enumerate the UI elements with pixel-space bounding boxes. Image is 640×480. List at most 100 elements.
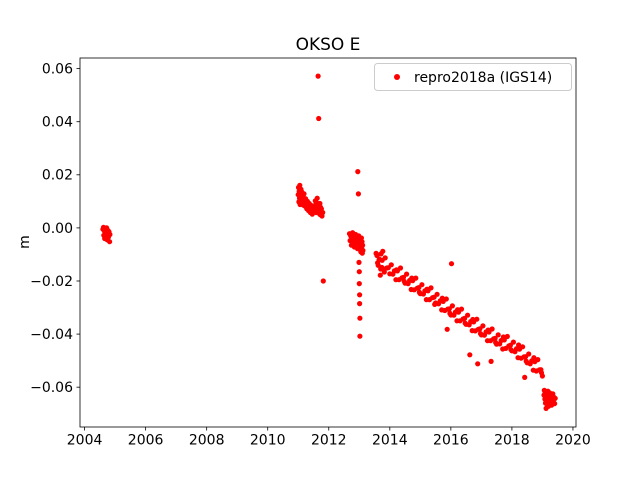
- x-tick-label: 2012: [311, 433, 347, 449]
- data-point: [492, 335, 498, 341]
- data-point: [381, 269, 387, 275]
- data-point: [552, 401, 558, 407]
- x-tick-label: 2008: [189, 433, 225, 449]
- data-point: [516, 342, 522, 348]
- legend-box: [374, 63, 572, 91]
- data-point: [455, 307, 461, 313]
- data-point: [357, 292, 363, 298]
- chart-title: OKSO E: [296, 35, 361, 55]
- data-point: [409, 275, 415, 281]
- y-tick-label: −0.06: [30, 380, 73, 396]
- data-point: [404, 271, 410, 277]
- data-points: [100, 73, 558, 411]
- data-point: [470, 316, 476, 323]
- data-point: [510, 339, 516, 345]
- data-point: [520, 344, 526, 350]
- data-point: [397, 265, 404, 271]
- data-point: [443, 296, 449, 302]
- data-point: [439, 295, 445, 301]
- data-point: [357, 333, 363, 339]
- x-tick-label: 2014: [372, 433, 408, 449]
- data-point: [388, 262, 394, 268]
- x-axis: 2004 2006 2008 2010 2012 2014 2016 2018 2020: [67, 427, 591, 449]
- y-tick-label: −0.04: [30, 327, 73, 343]
- data-point: [432, 301, 438, 307]
- data-point: [393, 267, 400, 273]
- data-point: [523, 358, 529, 364]
- data-point: [477, 331, 484, 337]
- data-point: [489, 326, 495, 332]
- data-point: [107, 239, 113, 245]
- data-point: [356, 259, 362, 265]
- x-tick-label: 2016: [433, 433, 469, 449]
- data-point: [447, 310, 453, 316]
- data-point: [379, 264, 385, 271]
- data-point: [535, 357, 541, 363]
- legend-label: repro2018a (IGS14): [414, 70, 552, 86]
- data-point: [474, 316, 480, 322]
- data-point: [500, 334, 506, 340]
- data-point: [355, 169, 361, 175]
- data-point: [314, 195, 320, 201]
- legend-marker-icon: [394, 74, 400, 80]
- y-tick-label: 0.06: [42, 62, 73, 78]
- data-point: [360, 242, 366, 248]
- data-point: [475, 361, 481, 367]
- data-point: [301, 191, 307, 197]
- data-point: [504, 333, 510, 340]
- data-point: [448, 261, 455, 267]
- data-point: [462, 320, 468, 326]
- y-axis: −0.06 −0.04 −0.02 0.00 0.02 0.04 0.06: [30, 62, 80, 396]
- data-point: [320, 278, 326, 284]
- data-point: [401, 278, 407, 284]
- y-tick-label: 0.00: [42, 221, 73, 237]
- plot-area: [79, 57, 577, 428]
- data-point: [526, 351, 532, 357]
- data-point: [449, 303, 455, 309]
- data-point: [495, 332, 501, 338]
- data-point: [444, 326, 450, 332]
- data-point: [380, 248, 386, 254]
- x-tick-label: 2018: [494, 433, 530, 449]
- x-tick-label: 2004: [67, 433, 103, 449]
- x-tick-label: 2020: [555, 433, 591, 449]
- data-point: [355, 191, 361, 197]
- data-point: [488, 358, 494, 364]
- data-point: [458, 306, 465, 312]
- data-point: [552, 395, 558, 401]
- data-point: [400, 274, 407, 280]
- data-point: [465, 312, 471, 318]
- data-point: [413, 275, 419, 281]
- data-point: [316, 115, 322, 122]
- data-point: [434, 291, 440, 297]
- data-point: [320, 209, 326, 216]
- data-point: [428, 285, 434, 291]
- data-point: [382, 255, 388, 261]
- x-tick-label: 2006: [128, 433, 164, 449]
- data-point: [356, 281, 362, 287]
- data-point: [416, 289, 422, 295]
- y-axis-label: m: [17, 235, 33, 249]
- data-point: [297, 182, 303, 188]
- data-point: [377, 272, 383, 278]
- data-point: [480, 323, 486, 329]
- data-point: [467, 352, 473, 358]
- data-point: [508, 347, 514, 353]
- y-tick-label: 0.04: [42, 115, 73, 131]
- data-point: [493, 340, 499, 346]
- data-point: [360, 247, 366, 254]
- data-point: [531, 355, 537, 361]
- data-point: [315, 73, 321, 79]
- data-point: [538, 370, 545, 376]
- data-point: [357, 301, 363, 307]
- data-point: [357, 315, 363, 321]
- x-tick-label: 2010: [250, 433, 286, 449]
- y-tick-label: 0.02: [42, 168, 73, 184]
- data-point: [485, 327, 491, 333]
- data-point: [107, 231, 113, 238]
- y-tick-label: −0.02: [30, 274, 73, 290]
- legend: repro2018a (IGS14): [374, 63, 572, 91]
- data-point: [356, 269, 362, 275]
